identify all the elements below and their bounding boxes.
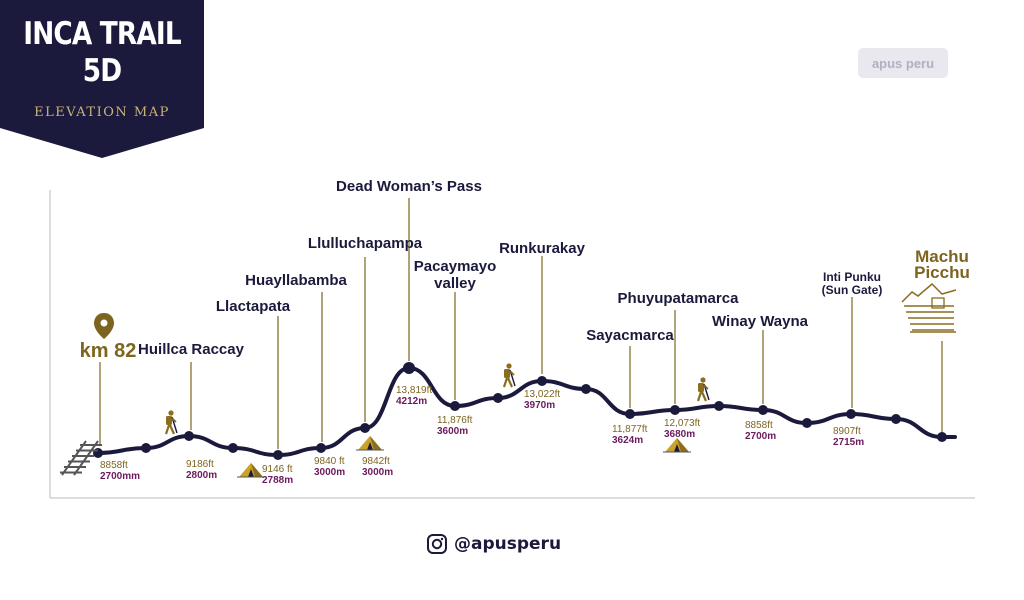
elevation-m-label: 2715m bbox=[833, 437, 864, 448]
elevation-ft-label: 9186ft bbox=[186, 459, 214, 470]
elevation-m-label: 3680m bbox=[664, 429, 695, 440]
machu-picchu-icon bbox=[901, 282, 957, 333]
title-badge-background bbox=[0, 0, 204, 158]
station-name: Llactapata bbox=[216, 298, 291, 315]
elevation-ft-label: 8858ft bbox=[100, 460, 128, 471]
map-pin-icon bbox=[94, 313, 114, 339]
station-name: Huillca Raccay bbox=[138, 341, 245, 358]
station-name: Huayllabamba bbox=[245, 272, 347, 289]
tent-icon bbox=[663, 438, 691, 453]
elevation-m-label: 3000m bbox=[314, 467, 345, 478]
station-ticks bbox=[99, 198, 943, 449]
apus-peru-logo: apus peru bbox=[858, 48, 948, 78]
elevation-ft-label: 9842ft bbox=[362, 456, 390, 467]
elevation-marker bbox=[670, 405, 680, 415]
elevation-marker bbox=[184, 431, 194, 441]
elevation-ft-label: 13,022ft bbox=[524, 389, 560, 400]
hiker-icon bbox=[164, 410, 178, 435]
elevation-marker bbox=[228, 443, 238, 453]
elevation-marker bbox=[403, 362, 415, 374]
social-handle: @apusperu bbox=[454, 534, 562, 554]
elevation-marker bbox=[537, 376, 547, 386]
station-name: Sayacmarca bbox=[586, 327, 674, 344]
station-name: Llulluchapampa bbox=[308, 235, 423, 252]
tent-icon bbox=[356, 436, 384, 451]
elevation-marker bbox=[891, 414, 901, 424]
elevation-marker bbox=[802, 418, 812, 428]
elevation-marker bbox=[450, 401, 460, 411]
elevation-marker bbox=[846, 409, 856, 419]
elevation-m-label: 3624m bbox=[612, 435, 643, 446]
elevation-marker bbox=[360, 423, 370, 433]
elevation-ft-label: 8858ft bbox=[745, 420, 773, 431]
station-name: Runkurakay bbox=[499, 240, 586, 257]
elevation-ft-label: 8907ft bbox=[833, 426, 861, 437]
station-name-line: valley bbox=[434, 275, 476, 292]
elevation-markers bbox=[93, 362, 947, 460]
elevation-ft-label: 11,877ft bbox=[612, 424, 648, 435]
title-line-2: 5D bbox=[82, 53, 122, 89]
elevation-m-label: 3600m bbox=[437, 426, 468, 437]
elevation-ft-label: 11,876ft bbox=[437, 415, 473, 426]
station-name-line: Pacaymayo bbox=[414, 258, 497, 275]
elevation-marker bbox=[758, 405, 768, 415]
elevation-m-label: 3970m bbox=[524, 400, 555, 411]
elevation-ft-label: 12,073ft bbox=[664, 418, 700, 429]
railway-icon bbox=[60, 440, 102, 476]
station-name: Dead Woman’s Pass bbox=[336, 178, 482, 195]
elevation-m-label: 2700mm bbox=[100, 471, 140, 482]
station-name-line: Picchu bbox=[914, 263, 970, 282]
social-link[interactable]: @apusperu bbox=[426, 533, 561, 555]
station-name-line: (Sun Gate) bbox=[822, 283, 883, 297]
elevation-marker bbox=[273, 450, 283, 460]
elevation-m-label: 3000m bbox=[362, 467, 393, 478]
station-name-line: Inti Punku bbox=[823, 270, 881, 284]
hiker-icon bbox=[502, 363, 516, 388]
station-name-line: Machu bbox=[915, 247, 969, 266]
elevation-marker bbox=[937, 432, 947, 442]
logo-text: apus peru bbox=[871, 55, 935, 71]
station-name: km 82 bbox=[80, 340, 137, 362]
elevation-marker bbox=[714, 401, 724, 411]
elevation-ft-label: 13,819ft bbox=[396, 385, 432, 396]
elevation-m-label: 4212m bbox=[396, 396, 427, 407]
elevation-m-label: 2788m bbox=[262, 475, 293, 486]
elevation-marker bbox=[581, 384, 591, 394]
elevation-marker bbox=[316, 443, 326, 453]
hiker-icon bbox=[696, 377, 710, 402]
elevation-m-label: 2700m bbox=[745, 431, 776, 442]
tent-icon bbox=[237, 463, 265, 478]
elevation-marker bbox=[625, 409, 635, 419]
subtitle: ELEVATION MAP bbox=[34, 105, 170, 120]
instagram-icon bbox=[427, 534, 447, 554]
title-badge: INCA TRAIL 5D ELEVATION MAP bbox=[0, 0, 204, 158]
elevation-m-label: 2800m bbox=[186, 470, 217, 481]
elevation-ft-label: 9146 ft bbox=[262, 464, 293, 475]
elevation-ft-label: 9840 ft bbox=[314, 456, 345, 467]
elevation-marker bbox=[493, 393, 503, 403]
station-name: Winay Wayna bbox=[712, 313, 809, 330]
station-name: Phuyupatamarca bbox=[618, 290, 740, 307]
trail-icons bbox=[60, 282, 957, 478]
title-line-1: INCA TRAIL bbox=[23, 16, 181, 52]
chart-axes bbox=[49, 190, 975, 499]
elevation-marker bbox=[141, 443, 151, 453]
elevation-profile-line bbox=[96, 365, 957, 458]
